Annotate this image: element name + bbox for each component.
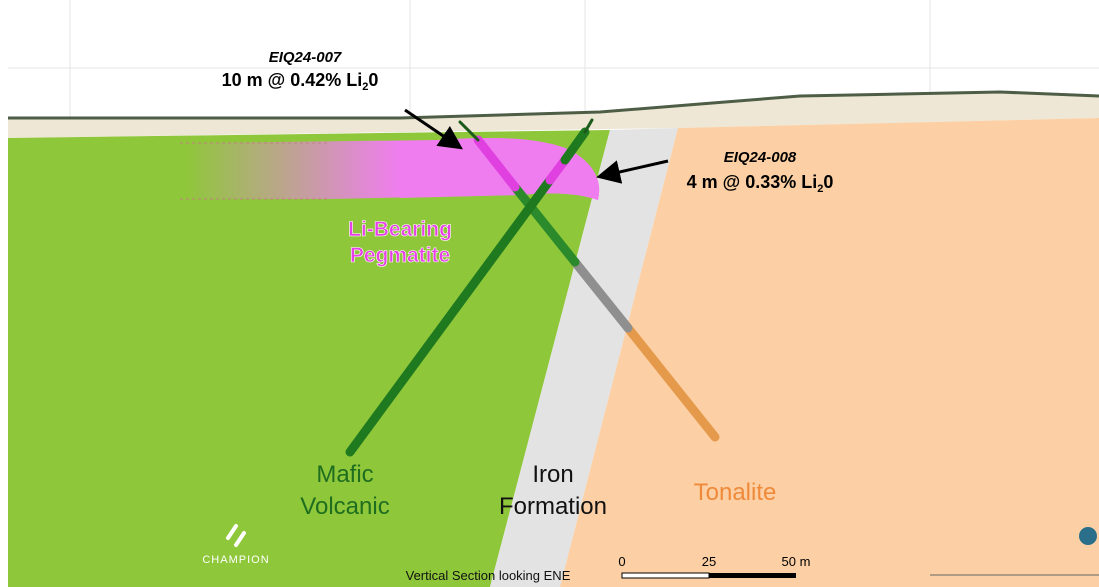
drillhole-008 xyxy=(345,118,594,457)
unit-label: Tonalite xyxy=(694,479,777,506)
result-text: 4 m @ 0.33% Li xyxy=(687,172,818,192)
unit-label: Formation xyxy=(499,493,607,520)
logo-mark xyxy=(226,524,246,547)
unit-label: Li-Bearing xyxy=(348,218,452,241)
result-text: 10 m @ 0.42% Li xyxy=(222,70,363,90)
scale-bar xyxy=(621,572,796,579)
hole-result: 10 m @ 0.42% Li20 xyxy=(222,70,379,93)
suffix: 0 xyxy=(368,70,378,90)
arrow xyxy=(404,108,463,150)
overburden xyxy=(8,92,1099,138)
drillhole-007 xyxy=(458,120,720,442)
hole-label: EIQ24-007 xyxy=(269,49,342,66)
subscript: 2 xyxy=(817,183,823,195)
surface-line xyxy=(8,90,1099,120)
unit-label: Volcanic xyxy=(300,493,389,520)
arrow xyxy=(596,159,669,184)
globe-icon xyxy=(1079,527,1097,545)
scale-label: 25 xyxy=(702,554,716,569)
unit-label: Pegmatite xyxy=(350,244,450,267)
hole-label: EIQ24-008 xyxy=(724,149,797,166)
scale-label: 50 m xyxy=(782,554,811,569)
scale-label: 0 xyxy=(618,554,625,569)
subscript: 2 xyxy=(362,81,368,93)
unit-label: Mafic xyxy=(316,461,373,488)
logo-text: CHAMPION xyxy=(202,554,269,566)
mafic-volcanic xyxy=(8,130,610,587)
unit-label: Iron xyxy=(532,461,573,488)
hole-result: 4 m @ 0.33% Li20 xyxy=(687,172,834,195)
iron-formation xyxy=(490,128,678,587)
footer: Vertical Section looking ENE xyxy=(406,568,571,583)
sky-grid xyxy=(8,0,1099,120)
tonalite xyxy=(560,118,1099,587)
suffix: 0 xyxy=(823,172,833,192)
pegmatite-dash xyxy=(180,142,330,200)
